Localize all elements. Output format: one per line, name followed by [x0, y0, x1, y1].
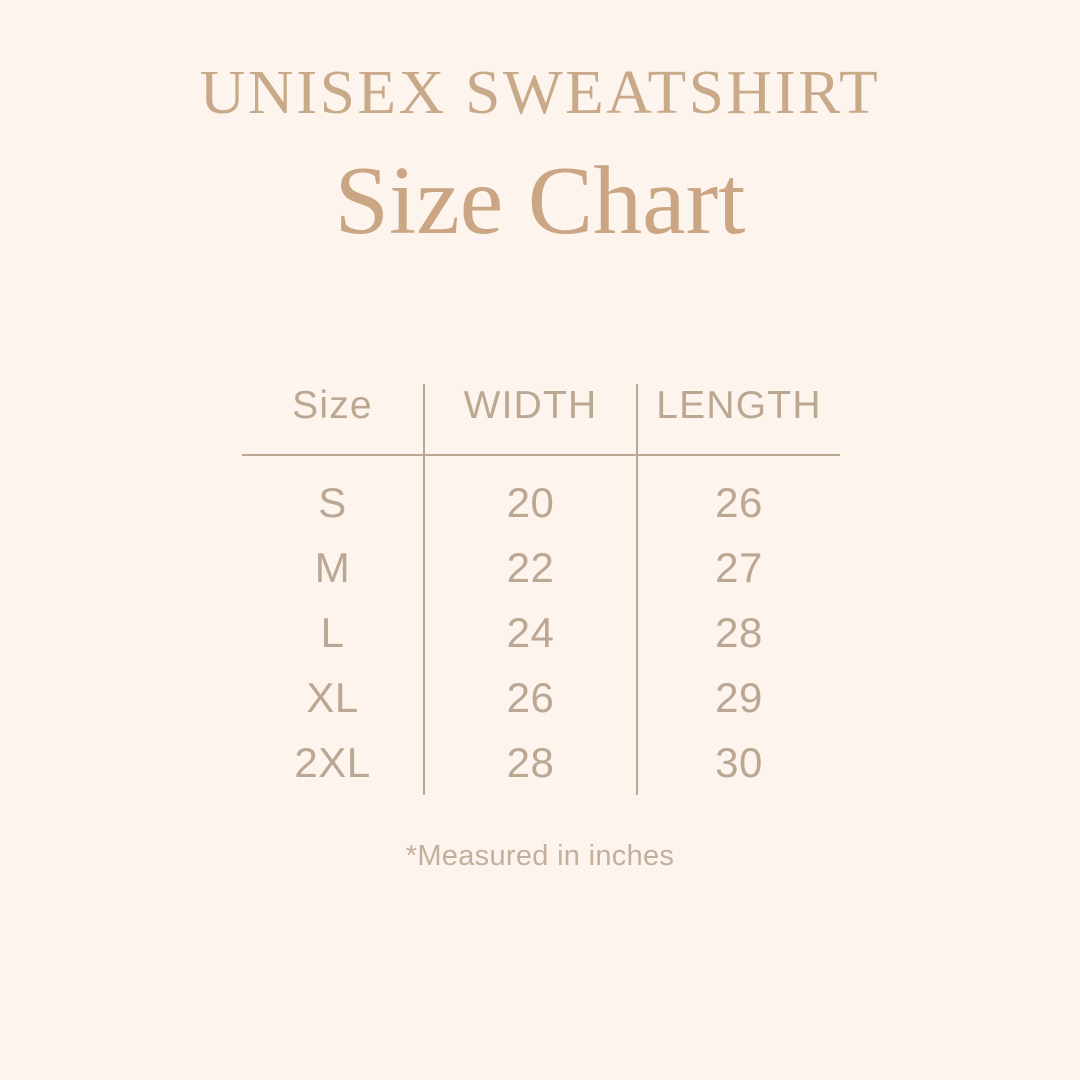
- measurement-footnote: *Measured in inches: [405, 840, 675, 872]
- cell-size: 2XL: [294, 738, 371, 786]
- table-row: XL 26 29: [242, 665, 840, 730]
- size-table-container: Size WIDTH LENGTH S 20 26 M 22 27 L: [242, 384, 840, 804]
- cell-size: M: [314, 543, 351, 591]
- table-row: L 24 28: [242, 600, 840, 665]
- table-row: M 22 27: [242, 535, 840, 600]
- table-header-row: Size WIDTH LENGTH: [242, 384, 840, 456]
- table-body: S 20 26 M 22 27 L 24 28 XL 26 29: [242, 455, 840, 795]
- cell-width: 20: [423, 455, 637, 535]
- column-header-size: Size: [242, 384, 424, 456]
- heading-block: UNISEX SWEATSHIRT Size Chart: [0, 62, 1080, 250]
- page-title: UNISEX SWEATSHIRT: [199, 59, 881, 127]
- cell-length: 29: [636, 665, 840, 730]
- column-header-length: LENGTH: [636, 384, 840, 456]
- column-header-width: WIDTH: [423, 384, 637, 456]
- cell-width: 26: [423, 665, 637, 730]
- table-row: 2XL 28 30: [242, 730, 840, 795]
- page-subtitle: Size Chart: [334, 147, 746, 255]
- cell-size: S: [318, 478, 347, 526]
- cell-width: 24: [423, 600, 637, 665]
- cell-size: XL: [306, 673, 359, 721]
- cell-size: L: [320, 608, 345, 656]
- size-table: Size WIDTH LENGTH S 20 26 M 22 27 L: [242, 384, 840, 795]
- cell-length: 30: [636, 730, 840, 795]
- cell-length: 27: [636, 535, 840, 600]
- table-row: S 20 26: [242, 455, 840, 535]
- table-head: Size WIDTH LENGTH: [242, 384, 840, 456]
- cell-width: 22: [423, 535, 637, 600]
- cell-width: 28: [423, 730, 637, 795]
- cell-length: 26: [636, 455, 840, 535]
- cell-length: 28: [636, 600, 840, 665]
